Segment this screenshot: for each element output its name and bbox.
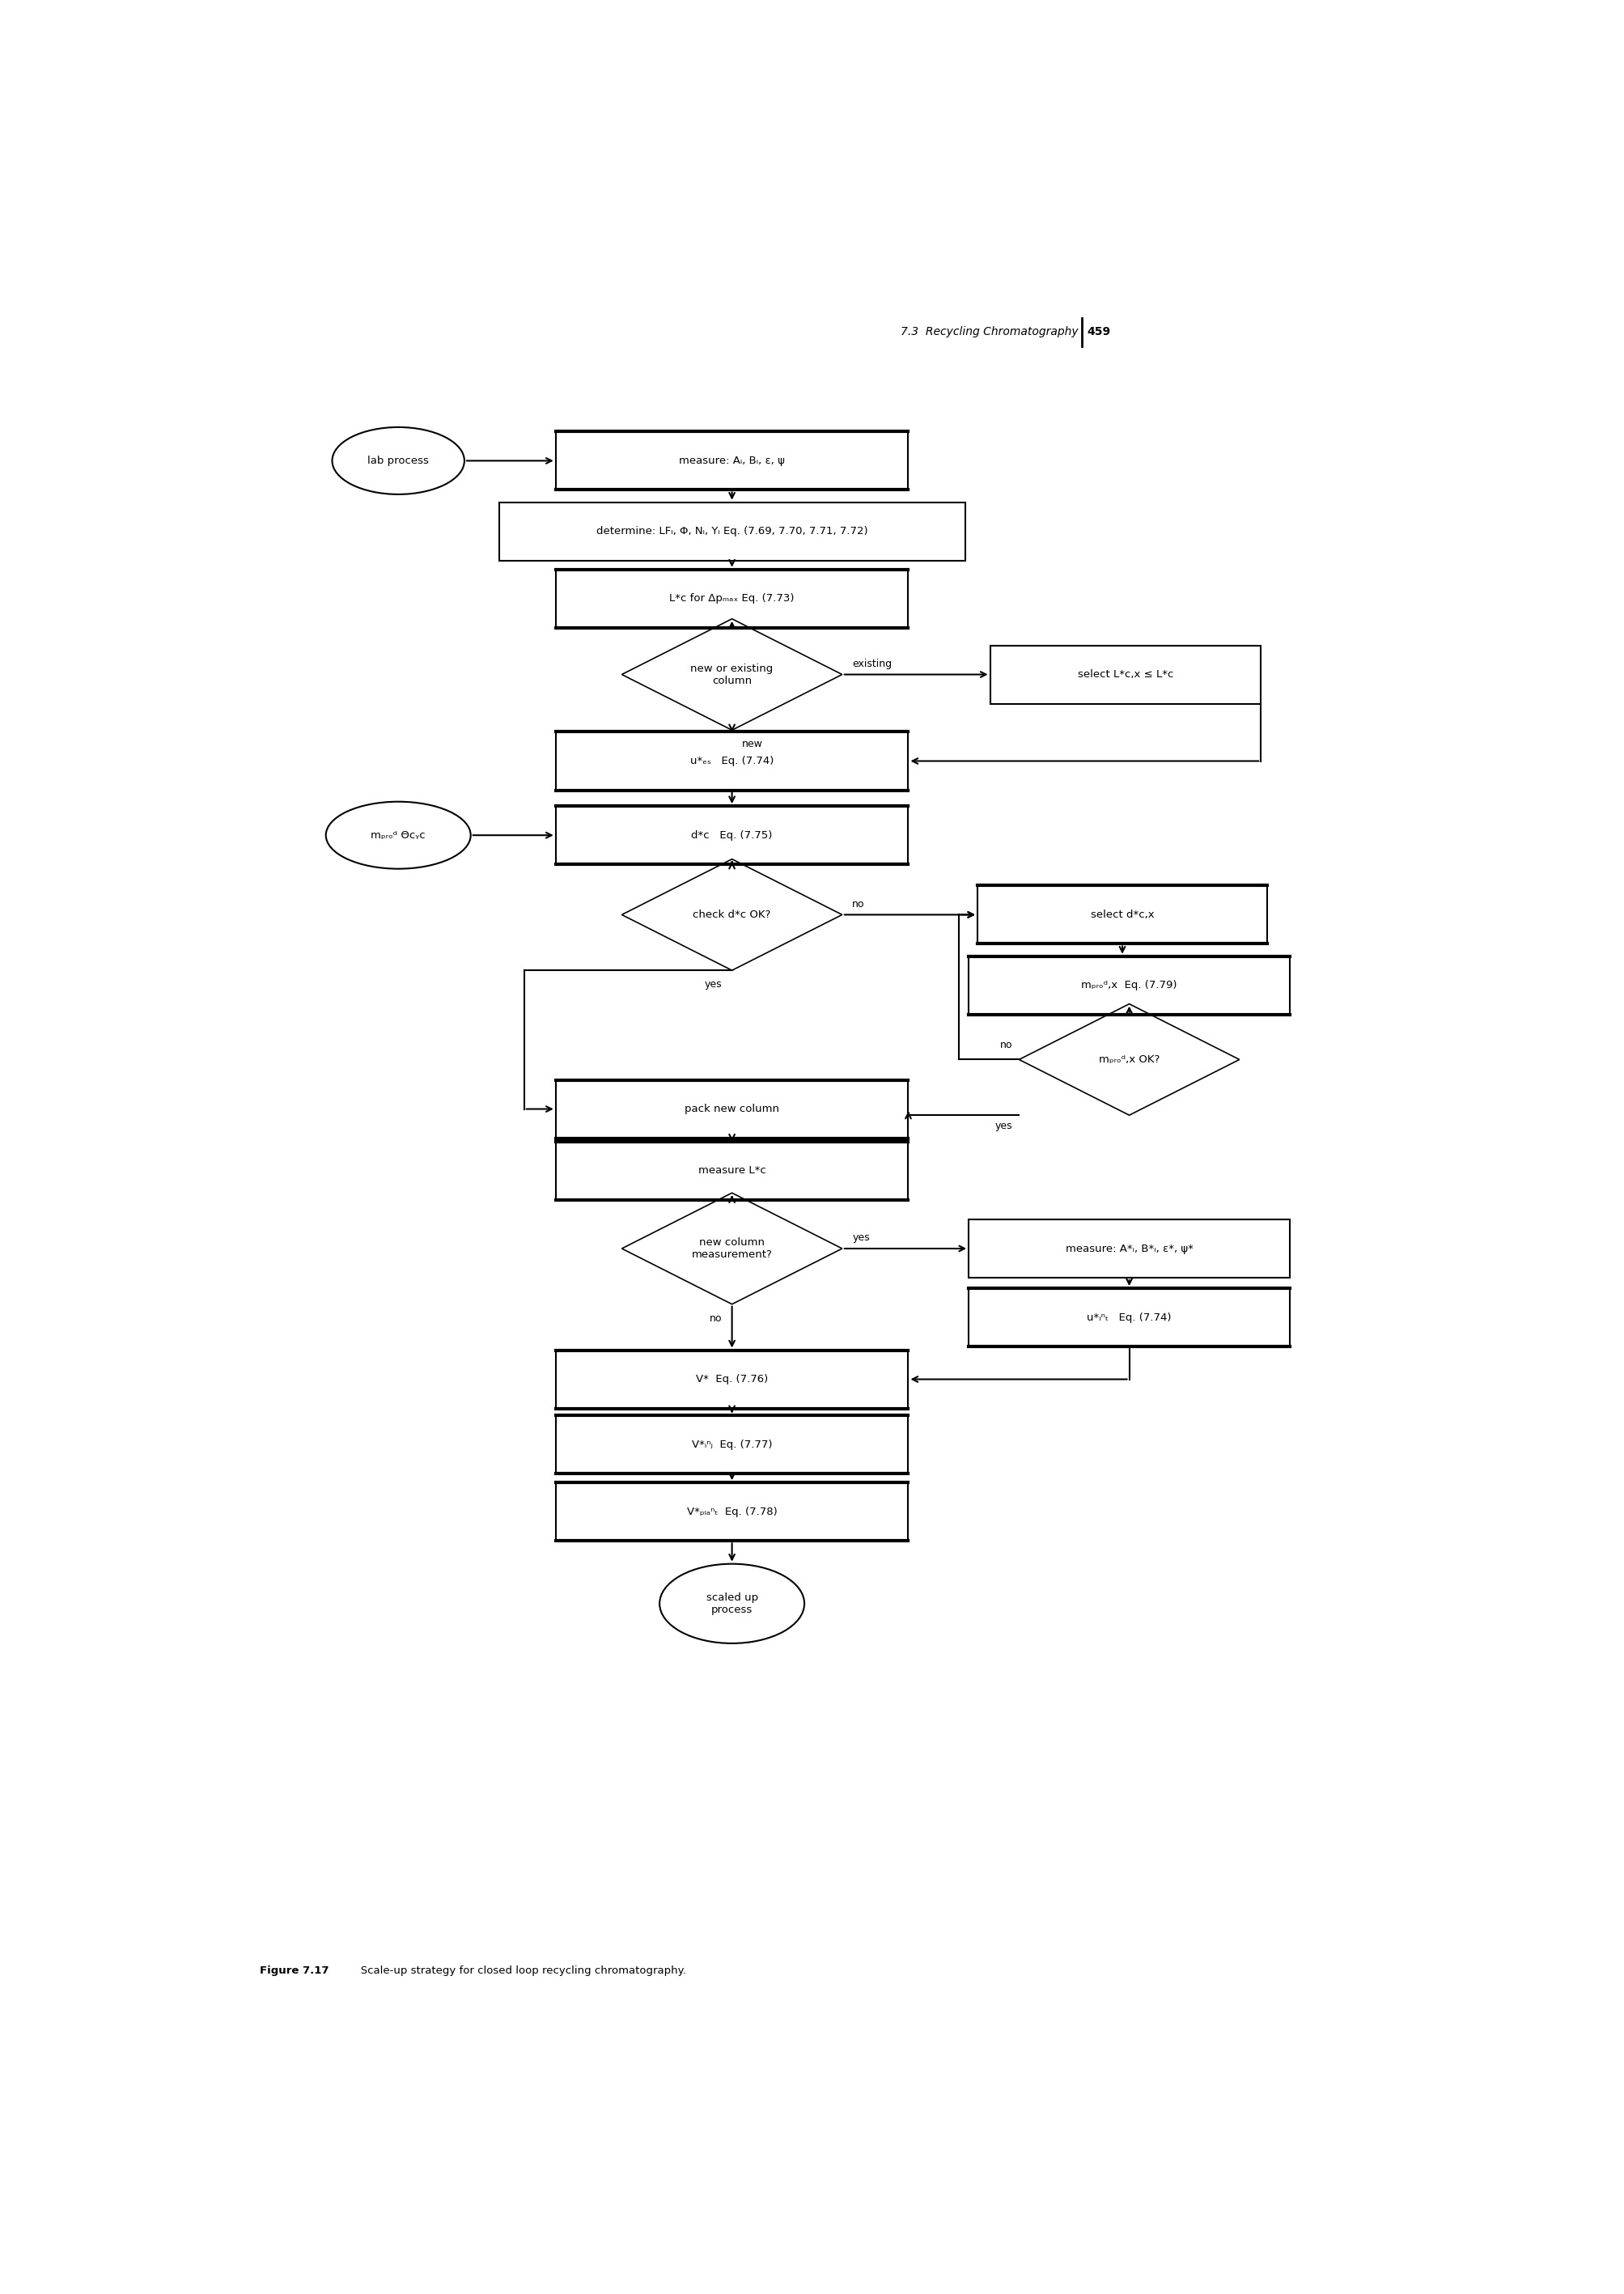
Text: pack new column: pack new column <box>684 1103 780 1115</box>
Text: mₚᵣₒᵈ,x OK?: mₚᵣₒᵈ,x OK? <box>1098 1055 1160 1064</box>
Text: no: no <box>853 899 864 908</box>
Text: mₚᵣₒᵈ,x  Eq. (7.79): mₚᵣₒᵈ,x Eq. (7.79) <box>1082 980 1177 991</box>
FancyBboxPatch shape <box>555 1351 908 1409</box>
FancyBboxPatch shape <box>499 502 965 560</box>
Text: no: no <box>1000 1039 1012 1051</box>
Text: select L*ᴄ,x ≤ L*ᴄ: select L*ᴄ,x ≤ L*ᴄ <box>1077 670 1173 679</box>
Ellipse shape <box>326 801 471 869</box>
Text: yes: yes <box>996 1119 1012 1131</box>
FancyBboxPatch shape <box>555 569 908 629</box>
Text: d*ᴄ   Eq. (7.75): d*ᴄ Eq. (7.75) <box>692 830 771 840</box>
FancyBboxPatch shape <box>555 1080 908 1138</box>
FancyBboxPatch shape <box>555 732 908 789</box>
FancyBboxPatch shape <box>555 431 908 491</box>
Text: Scale-up strategy for closed loop recycling chromatography.: Scale-up strategy for closed loop recycl… <box>351 1966 685 1975</box>
Text: measure L*ᴄ: measure L*ᴄ <box>698 1165 765 1177</box>
Text: determine: LFᵢ, Φ, Nᵢ, Yᵢ Eq. (7.69, 7.70, 7.71, 7.72): determine: LFᵢ, Φ, Nᵢ, Yᵢ Eq. (7.69, 7.7… <box>596 525 867 537</box>
Polygon shape <box>1018 1005 1239 1115</box>
Text: new column
measurement?: new column measurement? <box>692 1236 771 1259</box>
Polygon shape <box>622 1193 841 1305</box>
Text: scaled up
process: scaled up process <box>706 1592 757 1615</box>
Text: L*ᴄ for Δpₘₐₓ Eq. (7.73): L*ᴄ for Δpₘₐₓ Eq. (7.73) <box>669 594 794 603</box>
Polygon shape <box>622 858 841 970</box>
Text: V*ₚₗₐⁿₜ  Eq. (7.78): V*ₚₗₐⁿₜ Eq. (7.78) <box>687 1507 776 1516</box>
FancyBboxPatch shape <box>555 805 908 865</box>
FancyBboxPatch shape <box>989 645 1260 704</box>
Text: new: new <box>742 739 763 750</box>
Text: existing: existing <box>853 658 892 670</box>
Text: select d*ᴄ,x: select d*ᴄ,x <box>1090 908 1153 920</box>
FancyBboxPatch shape <box>555 1482 908 1542</box>
Text: yes: yes <box>853 1232 869 1243</box>
Text: measure: Aᵢ, Bᵢ, ε, ψ: measure: Aᵢ, Bᵢ, ε, ψ <box>679 457 784 466</box>
Ellipse shape <box>659 1565 804 1643</box>
FancyBboxPatch shape <box>555 1142 908 1200</box>
Polygon shape <box>622 619 841 729</box>
Text: no: no <box>710 1312 721 1324</box>
FancyBboxPatch shape <box>978 885 1267 943</box>
Text: mₚᵣₒᵈ Θᴄᵧᴄ: mₚᵣₒᵈ Θᴄᵧᴄ <box>370 830 425 840</box>
FancyBboxPatch shape <box>968 1220 1289 1278</box>
Text: lab process: lab process <box>367 457 429 466</box>
Text: V*  Eq. (7.76): V* Eq. (7.76) <box>695 1374 768 1386</box>
Text: measure: A*ᵢ, B*ᵢ, ε*, ψ*: measure: A*ᵢ, B*ᵢ, ε*, ψ* <box>1065 1243 1192 1255</box>
FancyBboxPatch shape <box>555 1415 908 1473</box>
FancyBboxPatch shape <box>968 957 1289 1014</box>
FancyBboxPatch shape <box>968 1289 1289 1347</box>
Text: u*ᵢⁿₜ   Eq. (7.74): u*ᵢⁿₜ Eq. (7.74) <box>1086 1312 1171 1324</box>
Text: 7.3  Recycling Chromatography: 7.3 Recycling Chromatography <box>900 326 1078 337</box>
Text: V*ᵢⁿⱼ  Eq. (7.77): V*ᵢⁿⱼ Eq. (7.77) <box>692 1438 771 1450</box>
Text: check d*ᴄ OK?: check d*ᴄ OK? <box>693 908 770 920</box>
Text: new or existing
column: new or existing column <box>690 663 773 686</box>
Text: u*ₑₛ   Eq. (7.74): u*ₑₛ Eq. (7.74) <box>690 755 773 766</box>
Text: yes: yes <box>705 980 721 989</box>
Text: Figure 7.17: Figure 7.17 <box>260 1966 328 1975</box>
Ellipse shape <box>331 427 464 493</box>
Text: 459: 459 <box>1086 326 1111 337</box>
